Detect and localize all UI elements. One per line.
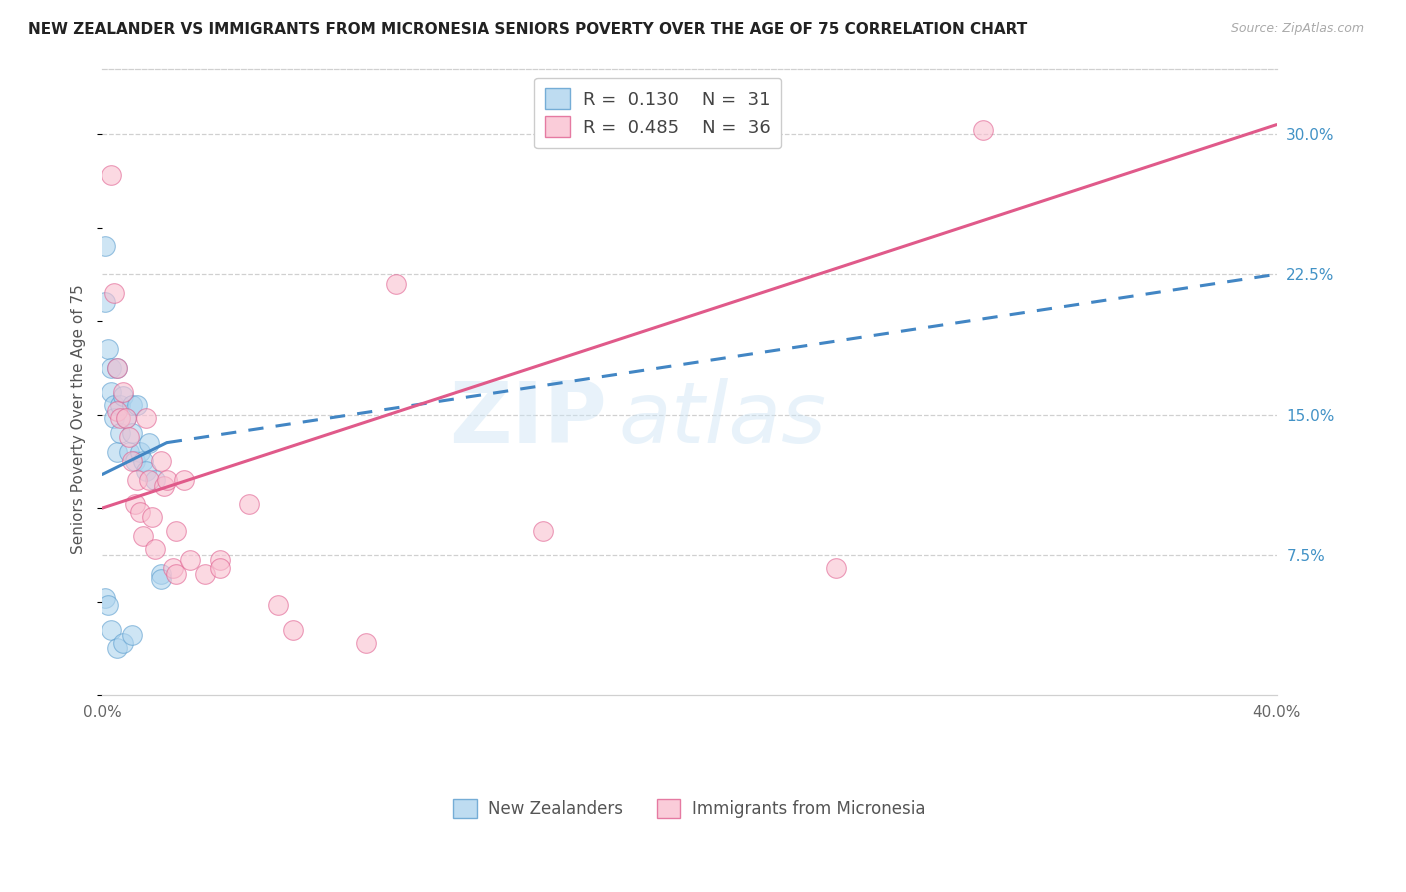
Point — [124, 497, 146, 511]
Point — [105, 404, 128, 418]
Point — [149, 454, 172, 468]
Point — [121, 398, 143, 412]
Point — [121, 426, 143, 441]
Point — [165, 566, 187, 581]
Point — [238, 497, 260, 511]
Point — [165, 524, 187, 538]
Point — [138, 435, 160, 450]
Point — [132, 454, 155, 468]
Point — [149, 572, 172, 586]
Y-axis label: Seniors Poverty Over the Age of 75: Seniors Poverty Over the Age of 75 — [72, 285, 86, 554]
Point — [105, 445, 128, 459]
Point — [208, 561, 231, 575]
Point — [105, 360, 128, 375]
Point — [103, 411, 125, 425]
Point — [162, 561, 184, 575]
Point — [108, 398, 131, 412]
Point — [105, 360, 128, 375]
Point — [100, 360, 122, 375]
Point — [111, 636, 134, 650]
Point — [972, 123, 994, 137]
Point — [356, 636, 378, 650]
Point — [94, 591, 117, 605]
Point — [132, 529, 155, 543]
Point — [111, 385, 134, 400]
Point — [135, 464, 157, 478]
Text: atlas: atlas — [619, 377, 827, 461]
Point — [114, 411, 136, 425]
Point — [267, 599, 290, 613]
Point — [149, 566, 172, 581]
Point — [127, 473, 149, 487]
Point — [100, 168, 122, 182]
Point — [531, 524, 554, 538]
Point — [173, 473, 195, 487]
Point — [108, 411, 131, 425]
Point — [100, 385, 122, 400]
Point — [129, 505, 152, 519]
Point — [129, 445, 152, 459]
Point — [143, 473, 166, 487]
Point — [105, 641, 128, 656]
Point — [117, 430, 139, 444]
Point — [208, 553, 231, 567]
Text: NEW ZEALANDER VS IMMIGRANTS FROM MICRONESIA SENIORS POVERTY OVER THE AGE OF 75 C: NEW ZEALANDER VS IMMIGRANTS FROM MICRONE… — [28, 22, 1028, 37]
Point — [114, 411, 136, 425]
Point — [121, 628, 143, 642]
Point — [97, 599, 120, 613]
Text: ZIP: ZIP — [450, 377, 607, 461]
Point — [100, 623, 122, 637]
Point — [103, 398, 125, 412]
Point — [127, 398, 149, 412]
Point — [97, 342, 120, 356]
Point — [117, 445, 139, 459]
Point — [141, 510, 163, 524]
Point — [121, 454, 143, 468]
Point — [153, 478, 176, 492]
Point — [281, 623, 304, 637]
Point — [94, 239, 117, 253]
Point — [194, 566, 217, 581]
Point — [138, 473, 160, 487]
Point — [124, 454, 146, 468]
Point — [179, 553, 201, 567]
Point — [108, 426, 131, 441]
Point — [135, 411, 157, 425]
Legend: New Zealanders, Immigrants from Micronesia: New Zealanders, Immigrants from Micrones… — [447, 792, 932, 825]
Point — [103, 285, 125, 300]
Point — [143, 542, 166, 557]
Point — [94, 295, 117, 310]
Text: Source: ZipAtlas.com: Source: ZipAtlas.com — [1230, 22, 1364, 36]
Point — [385, 277, 408, 291]
Point — [156, 473, 179, 487]
Point — [111, 389, 134, 403]
Point — [825, 561, 848, 575]
